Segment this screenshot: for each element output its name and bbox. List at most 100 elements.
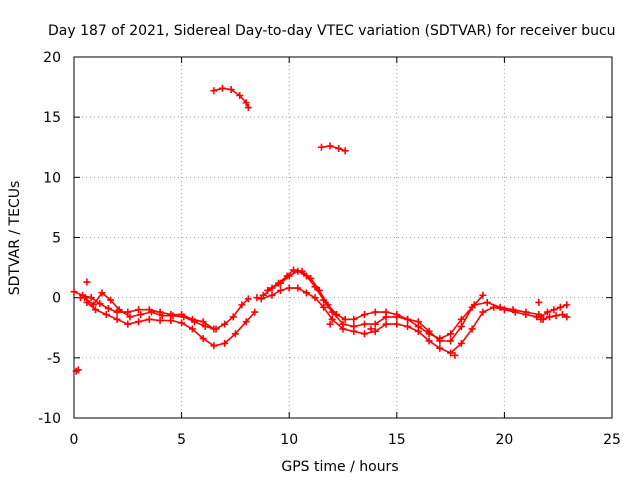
data-point <box>350 315 358 323</box>
data-point <box>315 286 323 294</box>
data-point <box>221 320 229 328</box>
data-point <box>339 325 347 333</box>
series-line <box>260 287 538 354</box>
data-point <box>83 278 91 286</box>
data-point <box>367 325 375 333</box>
y-tick-label: -5 <box>47 351 61 367</box>
data-point <box>468 325 476 333</box>
data-point <box>404 323 412 331</box>
data-point <box>167 317 175 325</box>
data-point <box>326 142 334 150</box>
x-tick-label: 15 <box>388 432 406 448</box>
y-tick-label: -10 <box>38 411 61 427</box>
data-point <box>447 330 455 338</box>
data-point <box>425 337 433 345</box>
x-tick-label: 20 <box>495 432 513 448</box>
data-point <box>333 311 341 319</box>
data-point <box>436 344 444 352</box>
data-point <box>242 318 250 326</box>
data-point <box>563 301 571 309</box>
data-point <box>447 337 455 345</box>
data-point <box>199 318 207 326</box>
data-point <box>326 320 334 328</box>
data-point <box>552 312 560 320</box>
data-point <box>317 143 325 151</box>
data-point <box>218 84 226 92</box>
data-point <box>227 85 235 93</box>
data-point <box>537 315 545 323</box>
data-point <box>137 311 145 319</box>
data-point <box>341 147 349 155</box>
series-line <box>86 301 256 347</box>
data-series <box>70 84 571 375</box>
data-point <box>371 327 379 335</box>
data-point <box>210 325 218 333</box>
series-0 <box>81 289 252 333</box>
data-point <box>277 286 285 294</box>
data-point <box>74 366 82 374</box>
data-point <box>522 308 530 316</box>
data-point <box>70 288 78 296</box>
series-1 <box>83 298 259 350</box>
data-point <box>447 349 455 357</box>
series-10 <box>72 278 545 375</box>
y-axis-label: SDTVAR / TECUs <box>7 181 23 296</box>
y-tick-label: 20 <box>43 50 61 66</box>
data-point <box>559 311 567 319</box>
data-point <box>145 306 153 314</box>
data-point <box>382 308 390 316</box>
series-line <box>266 269 540 340</box>
data-point <box>221 339 229 347</box>
data-point <box>294 284 302 292</box>
x-tick-label: 25 <box>603 432 621 448</box>
data-point <box>257 295 265 303</box>
data-point <box>290 266 298 274</box>
data-point <box>307 274 315 282</box>
y-tick-labels: -10 -5 0 5 10 15 20 <box>38 50 61 427</box>
x-tick-labels: 0 5 10 15 20 25 <box>70 432 621 448</box>
data-point <box>96 300 104 308</box>
data-point <box>98 289 106 297</box>
data-point <box>361 330 369 338</box>
data-point <box>470 301 478 309</box>
data-point <box>457 323 465 331</box>
data-point <box>393 320 401 328</box>
x-axis-label: GPS time / hours <box>281 459 398 475</box>
data-point <box>229 313 237 321</box>
series-5 <box>264 266 543 343</box>
data-point <box>371 308 379 316</box>
y-tick-label: 0 <box>52 291 61 307</box>
series-8 <box>210 84 252 112</box>
data-point <box>404 315 412 323</box>
data-point <box>156 317 164 325</box>
axis-ticks <box>73 56 613 419</box>
data-point <box>479 308 487 316</box>
data-point <box>145 315 153 323</box>
data-point <box>425 330 433 338</box>
data-point <box>135 306 143 314</box>
data-point <box>188 315 196 323</box>
data-point <box>543 308 551 316</box>
data-point <box>87 294 95 302</box>
data-point <box>563 313 571 321</box>
data-point <box>546 313 554 321</box>
data-point <box>113 308 121 316</box>
y-tick-label: 10 <box>43 170 61 186</box>
data-point <box>509 306 517 314</box>
data-point <box>238 301 246 309</box>
data-point <box>251 308 259 316</box>
data-point <box>178 319 186 327</box>
data-point <box>341 315 349 323</box>
data-point <box>414 323 422 331</box>
data-point <box>335 144 343 152</box>
series-2 <box>70 288 218 333</box>
data-point <box>371 320 379 328</box>
data-point <box>451 351 459 359</box>
data-point <box>124 308 132 316</box>
data-point <box>156 308 164 316</box>
data-point <box>244 104 252 112</box>
data-point <box>264 286 272 294</box>
data-point <box>76 294 84 302</box>
data-point <box>188 325 196 333</box>
data-point <box>320 303 328 311</box>
